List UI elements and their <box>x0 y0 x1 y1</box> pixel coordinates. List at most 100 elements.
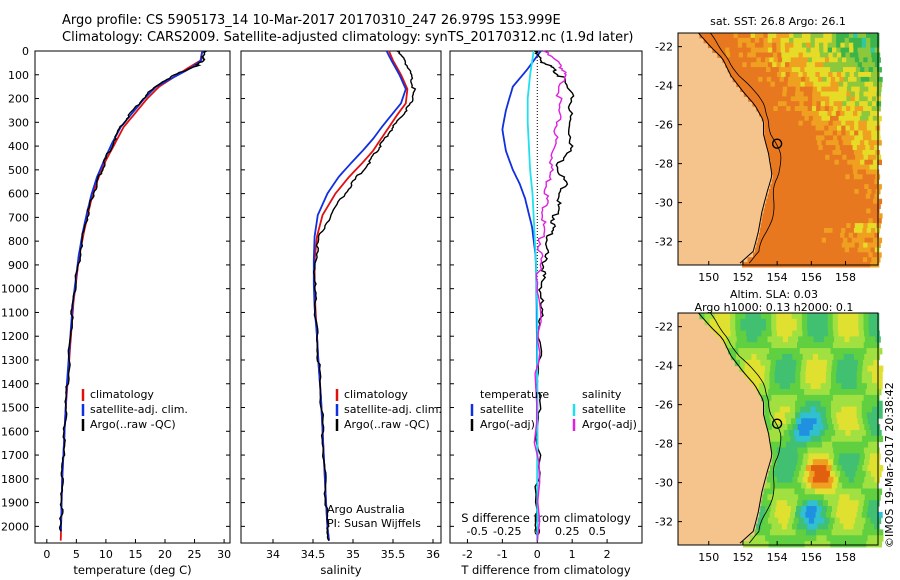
map-cell <box>844 232 850 239</box>
map-cell <box>725 62 730 68</box>
map-cell <box>851 412 858 419</box>
map-cell <box>849 62 854 68</box>
map-cell <box>773 430 780 437</box>
map-cell <box>776 394 783 402</box>
map-cell <box>784 383 791 390</box>
map-cell <box>806 359 813 367</box>
map-cell <box>839 145 845 151</box>
map-cell <box>788 179 794 185</box>
map-cell <box>839 517 846 524</box>
map-cell <box>852 164 858 170</box>
map-cell <box>768 135 774 141</box>
map-cell <box>867 257 872 263</box>
map-cell <box>762 517 769 524</box>
map-cell <box>816 91 822 97</box>
map-cell <box>854 91 860 97</box>
map-cell <box>820 106 826 112</box>
map-cell <box>811 125 817 131</box>
map-cell <box>786 96 792 102</box>
map-cell <box>814 47 820 53</box>
map-cell <box>812 353 819 361</box>
map-cell <box>794 130 799 136</box>
map-cell <box>763 247 769 253</box>
map-cell <box>811 359 818 367</box>
map-cell <box>821 67 827 73</box>
map-cell <box>772 42 777 49</box>
map-cell <box>822 324 828 331</box>
map-cell <box>782 57 787 63</box>
map-cell <box>753 348 760 355</box>
map-cell <box>872 482 879 489</box>
map-cell <box>737 33 743 39</box>
map-cell <box>752 96 758 102</box>
map-cell <box>858 459 865 466</box>
map-cell <box>730 324 736 331</box>
map-cell <box>767 336 774 343</box>
map-cell <box>748 371 755 378</box>
map-cell <box>868 115 874 122</box>
map-cell <box>794 106 800 112</box>
map-cell <box>773 189 778 195</box>
map-cell <box>818 111 824 117</box>
map-title: sat. SST: 26.8 Argo: 26.1 <box>710 15 846 28</box>
map-cell <box>808 140 814 146</box>
map-cell <box>741 330 747 337</box>
map-cell <box>789 72 795 78</box>
map-cell <box>791 198 797 205</box>
map-cell <box>778 67 784 73</box>
map-cell <box>795 252 801 258</box>
map-cell <box>850 470 856 478</box>
map-cell <box>861 511 868 519</box>
map-cell <box>826 465 832 472</box>
map-cell <box>806 42 811 49</box>
map-cell <box>803 203 809 209</box>
map-cell <box>771 459 778 466</box>
legend-label: satellite-adj. clim. <box>344 403 442 416</box>
map-cell <box>855 184 861 190</box>
map-cell <box>858 174 863 180</box>
map-cell <box>767 494 773 501</box>
map-cell <box>830 198 836 205</box>
map-cell <box>863 447 870 454</box>
map-cell <box>820 91 826 97</box>
map-cell <box>869 424 876 431</box>
map-cell <box>834 389 841 396</box>
map-cell <box>865 430 872 437</box>
map-cell <box>770 67 776 73</box>
map-cell <box>818 494 825 501</box>
map-cell <box>792 476 798 484</box>
map-cell <box>784 193 790 200</box>
map-cell <box>811 203 817 209</box>
map-cell <box>874 179 880 185</box>
map-cell <box>768 228 774 234</box>
map-cell <box>812 523 819 530</box>
map-cell <box>774 86 780 92</box>
map-cell <box>782 453 789 460</box>
map-cell <box>855 252 861 258</box>
map-cell <box>874 37 880 44</box>
map-cell <box>808 154 813 161</box>
map-cell <box>792 164 798 170</box>
map-cell <box>740 359 746 367</box>
map-cell <box>786 523 793 530</box>
map-cell <box>861 42 867 49</box>
map-cell <box>837 91 843 97</box>
map-cell <box>834 86 839 92</box>
map-cell <box>725 52 731 58</box>
map-cell <box>832 130 838 136</box>
map-cell <box>812 500 819 507</box>
map-cell <box>767 232 773 239</box>
map-cell <box>859 353 865 361</box>
map-cell <box>750 62 756 68</box>
map-cell <box>776 523 783 530</box>
map-cell <box>788 517 794 524</box>
map-cell <box>802 476 809 484</box>
map-cell <box>836 72 842 78</box>
map-cell <box>845 430 851 437</box>
map-cell <box>867 465 874 472</box>
map-cell <box>841 223 847 229</box>
map-cell <box>808 453 815 460</box>
map-cell <box>830 76 836 83</box>
map-cell <box>767 193 773 200</box>
map-cell <box>757 81 763 88</box>
